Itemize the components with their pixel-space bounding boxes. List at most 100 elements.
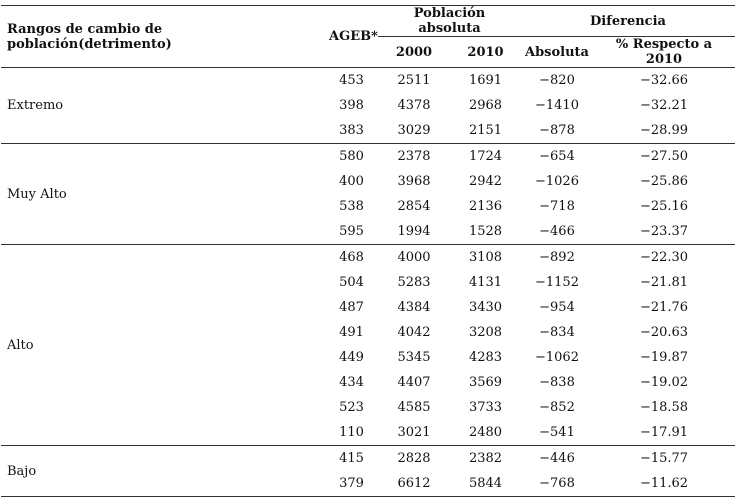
cell: −19.02 xyxy=(639,375,689,390)
cell: 2480 xyxy=(450,420,521,446)
group: Extremo 453 2511 1691 −820 −32.66 398 4378 2968 −… xyxy=(1,67,735,144)
cell: 487 xyxy=(339,300,364,315)
cell: 4407 xyxy=(397,375,431,390)
header-cell: 2000 xyxy=(378,36,450,68)
cell: 504 xyxy=(339,275,364,290)
cell: 468 xyxy=(339,250,364,265)
row: Alto 468 4000 3108 −892 −22.30 xyxy=(1,244,735,446)
cell: −954 xyxy=(539,300,575,315)
row: 523 4585 3733 −852 −18.58 xyxy=(1,395,735,420)
cell: −541 xyxy=(521,420,593,446)
cell: 4000 xyxy=(397,250,431,265)
cell: 6612 xyxy=(378,471,450,497)
row: 487 4384 3430 −954 −21.76 xyxy=(1,295,735,320)
cell: −1410 xyxy=(535,98,579,113)
cell: −15.77 xyxy=(639,451,689,466)
row: 110 3021 2480 −541 −17.91 xyxy=(1,420,735,446)
cell: 2382 xyxy=(468,451,503,466)
cell: 2511 xyxy=(397,73,431,88)
row: 504 5283 4131 −1152 −21.81 xyxy=(1,270,735,295)
cell: 2136 xyxy=(468,199,503,214)
cell: 2151 xyxy=(450,118,521,144)
cell: 523 xyxy=(339,400,364,415)
header-cell: Rangos de cambio de población(detrimento… xyxy=(1,5,325,68)
cell: 453 xyxy=(339,73,364,88)
cell: 2854 xyxy=(397,199,431,214)
cell: 2828 xyxy=(397,451,431,466)
cell: −21.76 xyxy=(639,300,689,315)
group: Alto 468 4000 3108 −892 −22.30 504 5283 4131 −115… xyxy=(1,244,735,446)
header-cell: % Respecto a 2010 xyxy=(593,36,735,68)
group-name: Bajo xyxy=(1,445,325,497)
cell: 3968 xyxy=(397,174,431,189)
cell: 3029 xyxy=(378,118,450,144)
cell: 383 xyxy=(325,118,378,144)
cell: 2942 xyxy=(468,174,503,189)
cell: −838 xyxy=(539,375,575,390)
cell: −11.62 xyxy=(593,471,735,497)
cell: 4378 xyxy=(397,98,431,113)
cell: 1691 xyxy=(468,73,503,88)
row: 449 5345 4283 −1062 −19.87 xyxy=(1,345,735,370)
cell: 2968 xyxy=(468,98,503,113)
cell: 2378 xyxy=(397,149,431,164)
cell: 398 xyxy=(339,98,364,113)
cell: 5345 xyxy=(397,350,431,365)
cell: −25.16 xyxy=(639,199,689,214)
cell: 400 xyxy=(339,174,364,189)
cell: −28.99 xyxy=(593,118,735,144)
cell: −768 xyxy=(521,471,593,497)
cell: −1026 xyxy=(535,174,579,189)
header-cell: Diferencia xyxy=(521,5,735,37)
cell: −27.50 xyxy=(639,149,689,164)
cell: −20.63 xyxy=(639,325,689,340)
cell: 379 xyxy=(325,471,378,497)
cell: 3430 xyxy=(468,300,503,315)
cell: 3569 xyxy=(468,375,503,390)
cell: 3021 xyxy=(378,420,450,446)
row: 383 3029 2151 −878 −28.99 xyxy=(1,118,735,144)
cell: −23.37 xyxy=(593,219,735,245)
cell: 3208 xyxy=(468,325,503,340)
cell: −654 xyxy=(539,149,575,164)
group-name: Muy Alto xyxy=(1,143,325,245)
cell: 4585 xyxy=(397,400,431,415)
cell: 110 xyxy=(325,420,378,446)
cell: −32.66 xyxy=(639,73,689,88)
cell: 4283 xyxy=(468,350,503,365)
cell: −19.87 xyxy=(639,350,689,365)
cell: −21.81 xyxy=(639,275,689,290)
cell: −32.21 xyxy=(639,98,689,113)
row: 595 1994 1528 −466 −23.37 xyxy=(1,219,735,245)
header-cell: AGEB* xyxy=(325,5,378,68)
cell: 434 xyxy=(339,375,364,390)
group: Bajo 415 2828 2382 −446 −15.77 379 6612 5844 −768… xyxy=(1,445,735,497)
data-table: Rangos de cambio de población(detrimento… xyxy=(1,5,735,497)
cell: 1528 xyxy=(450,219,521,245)
cell: 538 xyxy=(339,199,364,214)
row: 491 4042 3208 −834 −20.63 xyxy=(1,320,735,345)
cell: 415 xyxy=(339,451,364,466)
row: 400 3968 2942 −1026 −25.86 xyxy=(1,169,735,194)
header-cell: Población absoluta xyxy=(378,5,521,37)
cell: −878 xyxy=(521,118,593,144)
cell: 491 xyxy=(339,325,364,340)
cell: −17.91 xyxy=(593,420,735,446)
cell: 3733 xyxy=(468,400,503,415)
cell: 5844 xyxy=(450,471,521,497)
cell: −852 xyxy=(539,400,575,415)
header-cell: 2010 xyxy=(450,36,521,68)
row: Muy Alto 580 2378 1724 −654 −27.50 xyxy=(1,143,735,245)
cell: −892 xyxy=(539,250,575,265)
cell: −834 xyxy=(539,325,575,340)
cell: 5283 xyxy=(397,275,431,290)
cell: −22.30 xyxy=(639,250,689,265)
cell: 1994 xyxy=(378,219,450,245)
cell: 4384 xyxy=(397,300,431,315)
group-name: Alto xyxy=(1,244,325,446)
cell: −446 xyxy=(539,451,575,466)
cell: 449 xyxy=(339,350,364,365)
cell: 3108 xyxy=(468,250,503,265)
row: Extremo 453 2511 1691 −820 −32.66 xyxy=(1,67,735,144)
